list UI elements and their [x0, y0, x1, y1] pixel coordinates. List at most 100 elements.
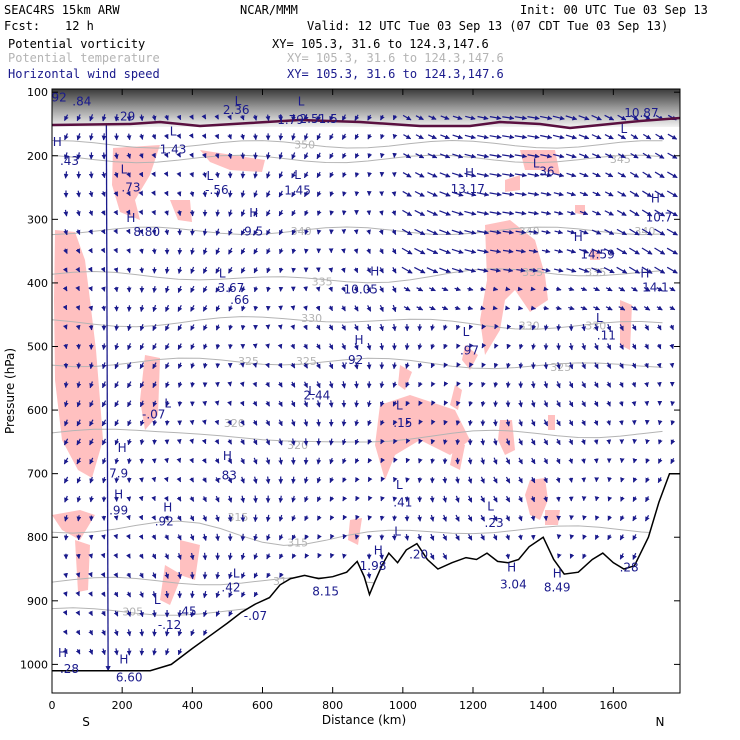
- wind-arrow: [619, 362, 624, 369]
- wind-arrow: [240, 152, 246, 160]
- wind-arrow: [645, 439, 650, 445]
- wind-arrow: [429, 552, 435, 560]
- wind-arrow: [113, 267, 119, 273]
- wind-arrow: [253, 171, 259, 179]
- wind-arrow: [227, 381, 233, 387]
- wind-arrow: [189, 552, 195, 561]
- wind-arrow: [426, 210, 438, 216]
- wind-arrow: [367, 419, 372, 426]
- wind-arrow: [506, 362, 511, 369]
- wind-arrow: [89, 457, 94, 465]
- wind-arrow: [75, 553, 81, 559]
- wind-arrow: [654, 209, 666, 217]
- wind-arrow: [518, 343, 524, 350]
- wind-arrow: [455, 514, 460, 522]
- wind-arrow: [591, 229, 602, 235]
- wind-arrow: [101, 610, 106, 617]
- wind-arrow: [477, 249, 489, 254]
- wind-arrow: [568, 419, 574, 427]
- wind-arrow: [380, 438, 385, 445]
- wind-arrow: [464, 134, 476, 140]
- wind-arrow: [138, 553, 144, 559]
- wind-arrow: [578, 134, 590, 140]
- wind-arrow: [616, 266, 628, 274]
- wind-arrow: [428, 286, 436, 292]
- wind-arrow: [489, 191, 502, 197]
- wind-arrow: [88, 629, 94, 636]
- wind-arrow: [366, 323, 372, 332]
- wind-arrow: [670, 420, 676, 426]
- wind-arrow: [440, 115, 450, 120]
- wind-arrow-long: [105, 123, 111, 672]
- wind-arrow: [88, 286, 93, 292]
- wind-arrow: [342, 191, 347, 197]
- extremum-value: .43: [60, 154, 79, 168]
- wind-arrow: [76, 515, 82, 522]
- extremum-value: .28: [60, 662, 79, 676]
- wind-arrow: [629, 247, 640, 255]
- wind-arrow: [126, 190, 131, 197]
- extremum-marker: H: [553, 566, 562, 580]
- wind-arrow: [342, 514, 348, 521]
- wind-arrow: [315, 324, 321, 331]
- wind-arrow: [517, 515, 523, 522]
- wind-arrow: [481, 362, 486, 368]
- wind-arrow: [113, 247, 118, 254]
- wind-arrow: [125, 209, 131, 215]
- wind-arrow: [606, 400, 611, 407]
- wind-arrow: [265, 514, 271, 522]
- wind-arrow: [152, 648, 157, 656]
- wind-arrow: [518, 400, 523, 408]
- wind-arrow: [189, 419, 195, 426]
- wind-arrow: [354, 172, 360, 178]
- wind-arrow: [176, 515, 182, 521]
- wind-arrow: [101, 362, 107, 370]
- wind-arrow: [618, 381, 624, 388]
- extremum-value: 2.44: [304, 388, 331, 402]
- wind-arrow: [152, 323, 157, 332]
- wind-arrow: [177, 401, 183, 407]
- wind-arrow: [502, 153, 515, 159]
- wind-arrow: [101, 648, 106, 656]
- wind-arrow: [328, 400, 334, 408]
- wind-arrow: [430, 381, 436, 387]
- wind-arrow: [581, 400, 586, 407]
- wind-arrow: [380, 420, 385, 426]
- wind-arrow: [126, 248, 131, 254]
- wind-arrow: [492, 286, 499, 292]
- wind-arrow: [127, 400, 132, 408]
- wind-arrow: [266, 572, 272, 579]
- wind-arrow: [477, 268, 489, 273]
- wind-arrow: [554, 229, 564, 235]
- wind-arrow: [202, 552, 208, 561]
- wind-arrow: [278, 534, 284, 541]
- wind-arrow: [189, 114, 194, 120]
- wind-arrow: [492, 457, 498, 465]
- wind-arrow: [617, 114, 627, 121]
- wind-arrow: [114, 419, 120, 427]
- wind-arrow: [240, 533, 246, 542]
- wind-arrow: [227, 514, 233, 523]
- wind-arrow: [113, 209, 119, 216]
- wind-arrow: [380, 457, 386, 464]
- wind-arrow: [379, 286, 384, 293]
- wind-arrow: [581, 342, 586, 351]
- wind-arrow: [253, 228, 259, 236]
- wind-arrow: [279, 248, 284, 255]
- wind-arrow: [641, 266, 653, 274]
- wind-arrow: [228, 591, 233, 598]
- wind-arrow: [543, 438, 549, 446]
- wind-arrow: [151, 591, 157, 599]
- extremum-marker: L: [533, 156, 540, 170]
- wind-arrow: [480, 438, 486, 446]
- wind-arrow: [240, 267, 246, 274]
- wind-arrow: [291, 267, 297, 273]
- wind-arrow: [669, 305, 676, 311]
- wind-arrow: [427, 153, 438, 159]
- wind-arrow: [456, 343, 461, 349]
- y-tick-label: 200: [27, 150, 48, 163]
- extremum-value: 9.5: [244, 224, 263, 238]
- wind-arrow: [201, 458, 207, 464]
- wind-arrow: [593, 286, 600, 292]
- extremum-value: -.56: [205, 183, 228, 197]
